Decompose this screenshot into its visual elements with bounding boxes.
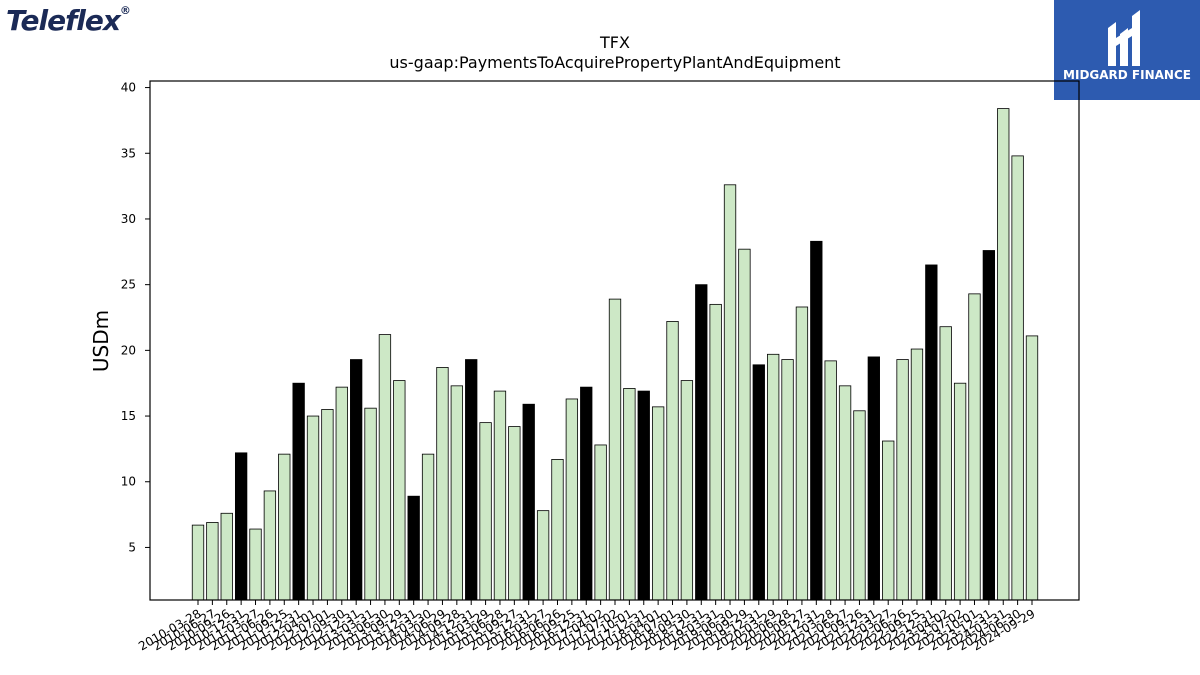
bar-2020-12-31 [810, 240, 823, 601]
bar-2019-09-29 [738, 248, 751, 601]
y-tick-label: 10 [121, 475, 136, 489]
bar-2021-12-31 [867, 356, 880, 601]
bar-2012-04-01 [306, 415, 320, 601]
bar-2010-03-28 [191, 524, 205, 601]
bar-2015-03-29 [479, 422, 492, 601]
bar-2023-12-31 [982, 250, 996, 601]
bar-2015-09-27 [508, 426, 521, 601]
bar-2011-06-26 [263, 490, 277, 601]
bar-2019-06-30 [723, 184, 737, 601]
y-tick-label: 40 [121, 81, 136, 95]
bar-2024-06-30 [1011, 155, 1024, 601]
bar-2012-09-30 [335, 386, 348, 601]
bar-2020-09-27 [795, 306, 809, 601]
bar-2022-09-25 [910, 348, 924, 601]
bar-2012-07-01 [321, 409, 334, 601]
bar-2019-12-31 [752, 364, 765, 601]
bar-2014-03-30 [421, 453, 435, 601]
bar-2015-12-31 [522, 403, 535, 601]
bar-2017-12-31 [637, 390, 650, 601]
bar-2016-12-31 [580, 386, 593, 601]
bar-2021-06-27 [838, 385, 852, 601]
y-tick-label: 30 [121, 212, 136, 226]
bar-2013-03-31 [364, 407, 377, 601]
bar-2010-06-27 [206, 522, 219, 601]
bar-2012-12-31 [350, 359, 363, 601]
bar-2013-09-29 [393, 380, 406, 601]
registered-mark-icon: ® [119, 4, 131, 17]
bar-2024-09-29 [1025, 335, 1039, 601]
bar-2011-12-31 [292, 382, 305, 601]
teleflex-logo: Teleflex® [6, 4, 131, 37]
bars-group [191, 108, 1039, 601]
y-tick-label: 35 [121, 146, 136, 160]
bar-2022-06-26 [896, 359, 909, 601]
bar-2017-10-01 [623, 388, 636, 601]
bar-2024-03-31 [997, 108, 1010, 601]
bar-2011-09-25 [278, 453, 291, 601]
bar-2023-07-02 [953, 382, 967, 601]
bar-2014-09-28 [450, 385, 463, 601]
midgard-finance-logo: MIDGARD FINANCE [1054, 0, 1200, 100]
chart-title: TFX [599, 33, 630, 52]
bar-2016-03-27 [536, 510, 550, 601]
plot-frame [149, 80, 1080, 601]
bar-2011-03-27 [249, 528, 262, 601]
bar-2014-12-31 [465, 359, 478, 601]
bar-2023-10-01 [968, 293, 981, 601]
bar-2018-04-01 [651, 406, 665, 601]
y-axis-label: USDm [89, 310, 113, 372]
midgard-logo-text: MIDGARD FINANCE [1063, 68, 1191, 82]
y-tick-label: 5 [128, 540, 136, 554]
bar-2021-03-28 [824, 360, 837, 601]
bar-2015-06-28 [493, 390, 507, 601]
bar-2020-03-29 [767, 353, 780, 601]
bar-2017-04-02 [594, 444, 607, 601]
bar-2016-09-25 [565, 398, 579, 601]
bar-2010-12-31 [234, 452, 248, 601]
y-axis: 5 10 15 20 25 30 35 40 [121, 81, 150, 554]
bar-2016-06-26 [551, 459, 564, 601]
bar-2022-12-31 [925, 264, 938, 601]
bar-2019-03-31 [709, 303, 722, 601]
bar-2018-12-31 [695, 284, 708, 601]
midgard-mark-icon [1108, 10, 1140, 66]
bar-2013-06-30 [378, 334, 392, 601]
bar-2014-06-29 [436, 367, 449, 601]
bar-2018-09-30 [680, 380, 694, 601]
bar-2018-07-01 [666, 321, 679, 601]
bar-2020-06-28 [781, 359, 794, 601]
bar-2021-09-26 [853, 410, 866, 601]
bar-2017-07-02 [608, 298, 622, 601]
bar-2023-04-02 [939, 326, 952, 601]
y-tick-label: 20 [121, 343, 136, 357]
bar-2010-09-26 [220, 512, 233, 601]
bar-2013-12-31 [407, 495, 420, 601]
teleflex-logo-text: Teleflex [6, 4, 121, 37]
y-tick-label: 15 [121, 409, 136, 423]
bar-2022-03-27 [882, 440, 895, 601]
x-axis: 2010-03-282010-06-272010-09-262010-12-31… [136, 600, 1038, 653]
chart-subtitle: us-gaap:PaymentsToAcquirePropertyPlantAn… [389, 53, 840, 72]
y-tick-label: 25 [121, 278, 136, 292]
